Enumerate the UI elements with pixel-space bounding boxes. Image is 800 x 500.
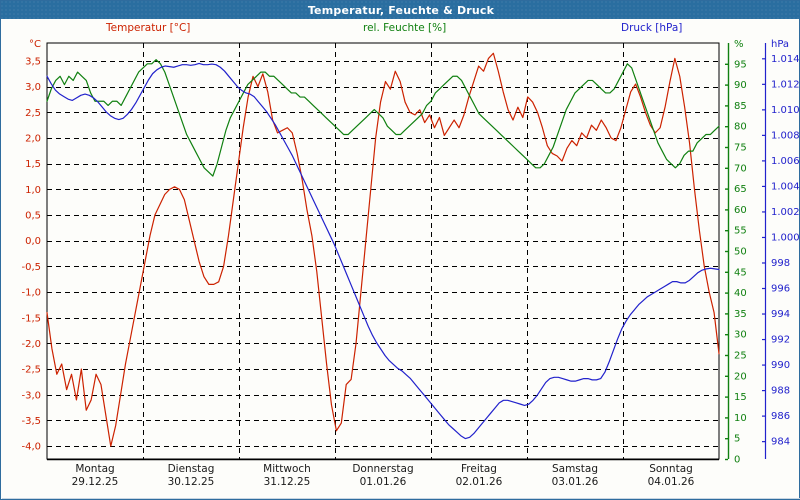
axis-right-humidity-tick-label: 90	[734, 80, 747, 91]
axis-right-humidity-tick-label: 40	[734, 288, 747, 299]
day-name: Donnerstag	[352, 463, 414, 475]
axis-right-humidity-tick-label: 20	[734, 371, 747, 382]
axis-left-tick-label: 2,0	[25, 134, 41, 145]
axis-right-humidity-tick-label: 55	[734, 226, 747, 237]
axis-right-pressure-tick-label: 1.006	[771, 156, 800, 167]
axis-left-tick-label: 0,0	[25, 236, 41, 247]
axis-left-tick-label: -4,0	[21, 442, 41, 453]
axis-right-pressure-tick-label: 1.014	[771, 54, 800, 65]
axis-right-humidity-tick-label: 65	[734, 184, 747, 195]
x-axis-day-5: Freitag 02.01.26	[431, 463, 527, 489]
axis-right-pressure-tick-label: 992	[771, 335, 790, 346]
axis-left-tick-label: -1,5	[21, 313, 41, 324]
axis-left-tick-label: 1,5	[25, 159, 41, 170]
axis-right-pressure-tick-label: 988	[771, 386, 790, 397]
series-line	[46, 62, 720, 440]
x-axis-day-3: Mittwoch 31.12.25	[239, 463, 335, 489]
axis-left-temperature: °C 3,5 3,0 2,5 2,0 1,5 1,0 0,5 0,0 -0,5 -1,0 -1,5 -2…	[21, 39, 41, 453]
axis-right-pressure-tick-label: 990	[771, 360, 790, 371]
x-axis-day-7: Sonntag 04.01.26	[623, 463, 719, 489]
axis-right-humidity-tick-label: 30	[734, 330, 747, 341]
day-date: 01.01.26	[359, 476, 407, 488]
axis-right-humidity-tick-label: 85	[734, 101, 747, 112]
axis-left-tick-label: -3,5	[21, 416, 41, 427]
axis-right-humidity-tick-label: 50	[734, 247, 747, 258]
x-axis-day-2: Dienstag 30.12.25	[143, 463, 239, 489]
axis-right-pressure-tick-label: 1.008	[771, 130, 800, 141]
axis-right-pressure-tick-label: 984	[771, 437, 790, 448]
series-line	[46, 52, 720, 447]
axis-right-humidity-tick-label: 10	[734, 413, 747, 424]
legend-item-humidity: rel. Feuchte [%]	[363, 22, 447, 34]
plot-frame	[46, 42, 720, 460]
axis-right-humidity-tick-label: 70	[734, 163, 747, 174]
axis-left-tick-label: -2,5	[21, 365, 41, 376]
axis-right-humidity-tick-label: 0	[734, 455, 740, 466]
axis-right-pressure-tick-label: 996	[771, 284, 790, 295]
axis-left-tick-label: 3,5	[25, 56, 41, 67]
axis-right-pressure-unit: hPa	[771, 39, 789, 50]
legend: Temperatur [°C] rel. Feuchte [%] Druck […	[1, 19, 800, 37]
axis-right-humidity-tick-label: 5	[734, 434, 740, 445]
axis-right-humidity-tick-label: 15	[734, 392, 747, 403]
axis-left-tick-label: 2,5	[25, 108, 41, 119]
axis-right-pressure-tick-label: 998	[771, 258, 790, 269]
axis-right-pressure-tick-label: 1.004	[771, 181, 800, 192]
axis-left-tick-label: 1,0	[25, 185, 41, 196]
axis-left-tick-label: -2,0	[21, 339, 41, 350]
axis-right-humidity-tick-label: 35	[734, 309, 747, 320]
day-name: Freitag	[461, 463, 497, 475]
axis-left-tick-label: 3,0	[25, 82, 41, 93]
axis-right-humidity-tick-label: 60	[734, 205, 747, 216]
day-date: 30.12.25	[167, 476, 215, 488]
legend-item-temperature: Temperatur [°C]	[106, 22, 191, 34]
legend-item-pressure: Druck [hPa]	[621, 22, 683, 34]
series-line	[46, 59, 720, 177]
chart-svg: °C 3,5 3,0 2,5 2,0 1,5 1,0 0,5 0,0 -0,5 -1,0 -1,5 -2…	[21, 39, 800, 466]
axis-left-tick-label: -1,0	[21, 288, 41, 299]
axis-right-humidity-tick-label: 95	[734, 59, 747, 70]
day-date: 03.01.26	[551, 476, 599, 488]
x-axis-day-6: Samstag 03.01.26	[527, 463, 623, 489]
axis-right-pressure-tick-label: 1.000	[771, 232, 800, 243]
axis-right-pressure-tick-label: 986	[771, 411, 790, 422]
axis-right-pressure-tick-label: 994	[771, 309, 790, 320]
day-name: Montag	[75, 463, 115, 475]
axis-right-humidity-tick-label: 75	[734, 143, 747, 154]
day-date: 29.12.25	[71, 476, 119, 488]
axis-right-humidity-unit: %	[734, 39, 744, 50]
footer-divider	[2, 498, 800, 499]
chart-plot: °C 3,5 3,0 2,5 2,0 1,5 1,0 0,5 0,0 -0,5 -1,0 -1,5 -2…	[1, 37, 800, 467]
page-title: Temperatur, Feuchte & Druck	[307, 3, 495, 17]
axis-right-humidity-tick-label: 45	[734, 267, 747, 278]
axis-right-pressure-tick-label: 1.002	[771, 207, 800, 218]
axis-right-humidity-tick-label: 80	[734, 122, 747, 133]
day-name: Samstag	[551, 463, 598, 475]
axis-right-humidity-tick-label: 25	[734, 351, 747, 362]
axis-right-pressure: hPa 1.014 1.012 1.010 1.008 1.006 1.004 1.002 1.…	[762, 39, 800, 459]
day-name: Dienstag	[167, 463, 215, 475]
x-axis-day-4: Donnerstag 01.01.26	[335, 463, 431, 489]
window-title-bar: Temperatur, Feuchte & Druck	[1, 1, 800, 19]
axis-left-tick-label: 0,5	[25, 211, 41, 222]
day-name: Mittwoch	[263, 463, 311, 475]
x-axis-day-1: Montag 29.12.25	[47, 463, 143, 489]
axis-left-unit: °C	[29, 39, 41, 50]
day-date: 31.12.25	[263, 476, 311, 488]
axis-left-tick-label: -3,0	[21, 390, 41, 401]
day-date: 02.01.26	[455, 476, 503, 488]
axis-right-pressure-tick-label: 1.012	[771, 79, 800, 90]
x-axis-day-labels: Montag 29.12.25 Dienstag 30.12.25 Mittwoch 31…	[1, 463, 800, 499]
axis-right-pressure-tick-label: 1.010	[771, 105, 800, 116]
axis-left-tick-label: -0,5	[21, 262, 41, 273]
day-date: 04.01.26	[647, 476, 695, 488]
day-name: Sonntag	[649, 463, 693, 475]
